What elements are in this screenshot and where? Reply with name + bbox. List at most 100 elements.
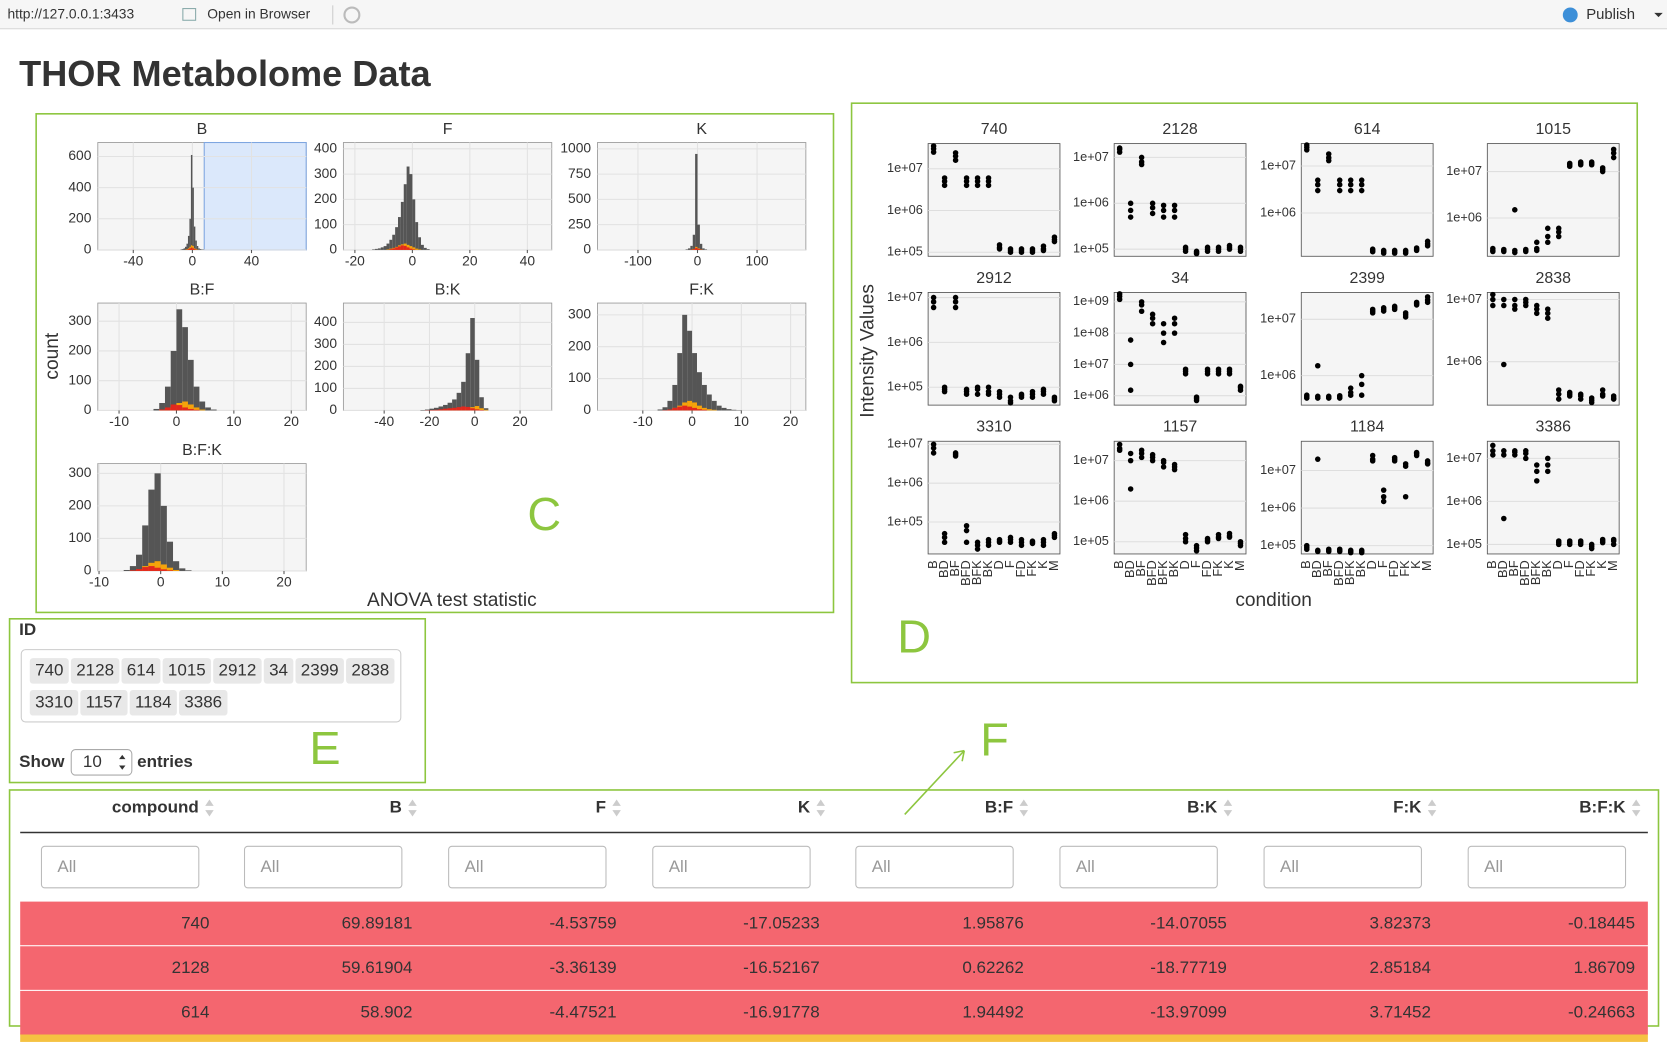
- column-header[interactable]: compound: [112, 798, 199, 817]
- column-header[interactable]: B:F:K: [1579, 798, 1626, 817]
- y-tick-label: 1e+06: [1260, 499, 1296, 514]
- histogram-bar: [711, 400, 717, 411]
- x-tick-label: K: [1221, 560, 1236, 569]
- data-point: [1160, 207, 1167, 214]
- data-point: [1171, 315, 1178, 321]
- id-tag-label[interactable]: 1184: [135, 692, 172, 711]
- histogram-bar: [193, 249, 196, 250]
- id-tag[interactable]: [346, 658, 395, 684]
- id-tag-label[interactable]: 2399: [301, 660, 339, 679]
- id-tag[interactable]: [121, 658, 161, 684]
- id-tag[interactable]: [295, 658, 344, 684]
- id-tag-label[interactable]: 1015: [168, 660, 206, 679]
- column-filter[interactable]: [1263, 845, 1422, 889]
- id-tag[interactable]: [263, 658, 294, 684]
- filter-placeholder[interactable]: All: [1076, 857, 1095, 876]
- column-filter[interactable]: [448, 845, 607, 889]
- x-tick-label: BK: [1353, 560, 1368, 578]
- histogram-bar: [193, 226, 196, 250]
- histogram-bar: [412, 199, 416, 250]
- data-point: [1018, 392, 1025, 399]
- id-tag-label[interactable]: 614: [127, 660, 155, 679]
- histogram-bar: [406, 166, 410, 250]
- data-point: [1599, 166, 1606, 173]
- id-tag[interactable]: [178, 690, 228, 716]
- data-point: [930, 143, 937, 149]
- histogram-bar: [672, 407, 678, 411]
- page-length-value[interactable]: 10: [83, 752, 102, 771]
- table-cell: -4.53759: [549, 913, 616, 932]
- id-tag[interactable]: [70, 658, 120, 684]
- id-tag[interactable]: [213, 658, 262, 684]
- column-filter[interactable]: [40, 845, 200, 889]
- id-tag[interactable]: [29, 658, 69, 684]
- histogram-bar: [695, 247, 698, 250]
- column-filter[interactable]: [1059, 845, 1218, 889]
- filter-placeholder[interactable]: All: [669, 857, 688, 876]
- histogram-bar: [692, 402, 697, 411]
- publish-button[interactable]: Publish: [1586, 7, 1635, 23]
- column-filter[interactable]: [243, 845, 403, 889]
- refresh-icon[interactable]: [343, 6, 361, 24]
- data-point: [1325, 394, 1332, 401]
- data-point: [1424, 299, 1431, 306]
- x-tick-label: BFD: [1331, 560, 1346, 585]
- id-tag-label[interactable]: 740: [35, 660, 63, 679]
- column-header[interactable]: B: [390, 798, 402, 817]
- filter-placeholder[interactable]: All: [1484, 857, 1503, 876]
- data-point: [1358, 547, 1365, 554]
- data-point: [1424, 238, 1431, 245]
- filter-placeholder[interactable]: All: [1280, 857, 1299, 876]
- histogram-bar: [383, 246, 387, 250]
- open-in-browser[interactable]: Open in Browser: [207, 6, 310, 22]
- id-tag-label[interactable]: 3386: [184, 692, 222, 711]
- publish-caret[interactable]: [1654, 12, 1663, 18]
- table-cell: 2.85184: [1370, 958, 1431, 977]
- histogram-bar: [164, 386, 171, 411]
- table-cell: -3.36139: [549, 958, 616, 977]
- table-cell: 1.86709: [1574, 958, 1635, 977]
- id-tag[interactable]: [29, 690, 79, 716]
- x-tick-label: 0: [157, 573, 165, 589]
- filter-placeholder[interactable]: All: [57, 857, 76, 876]
- data-point: [1116, 149, 1123, 155]
- data-point: [1116, 296, 1123, 303]
- data-point: [952, 299, 959, 305]
- column-filter[interactable]: [1467, 845, 1627, 889]
- filter-placeholder[interactable]: All: [465, 857, 484, 876]
- page-length-select[interactable]: [70, 749, 133, 776]
- filter-placeholder[interactable]: All: [872, 857, 891, 876]
- id-tag-label[interactable]: 2838: [351, 660, 389, 679]
- column-header[interactable]: F: [596, 798, 606, 817]
- data-point: [1490, 302, 1496, 309]
- data-point: [1149, 315, 1156, 321]
- data-point: [1160, 464, 1167, 470]
- table-cell: 69.89181: [342, 913, 413, 932]
- histogram-bar: [418, 237, 421, 250]
- sort-icon: [1631, 799, 1641, 817]
- histogram-bar: [706, 394, 712, 411]
- column-header[interactable]: K: [798, 798, 811, 817]
- id-tag[interactable]: [129, 690, 177, 716]
- id-tag-label[interactable]: 34: [269, 660, 288, 679]
- id-tag-label[interactable]: 2128: [76, 660, 114, 679]
- id-tag[interactable]: [80, 690, 128, 716]
- column-filter[interactable]: [855, 845, 1014, 889]
- id-tag-label[interactable]: 3310: [35, 692, 73, 711]
- data-point: [1347, 177, 1354, 183]
- id-tag-label[interactable]: 2912: [219, 660, 257, 679]
- filter-placeholder[interactable]: All: [260, 857, 279, 876]
- column-header[interactable]: B:F: [985, 798, 1013, 817]
- table-cell: 740: [181, 913, 209, 932]
- id-tag-label[interactable]: 1157: [86, 692, 123, 711]
- column-filter[interactable]: [652, 845, 811, 889]
- data-point: [1314, 187, 1321, 194]
- y-tick-label: 1e+06: [887, 202, 923, 217]
- id-tag[interactable]: [162, 658, 212, 684]
- x-tick-label: BK: [980, 560, 995, 578]
- column-header[interactable]: B:K: [1187, 798, 1218, 817]
- data-point: [1512, 249, 1518, 256]
- column-header[interactable]: F:K: [1393, 798, 1422, 817]
- panel-background: [927, 143, 1061, 257]
